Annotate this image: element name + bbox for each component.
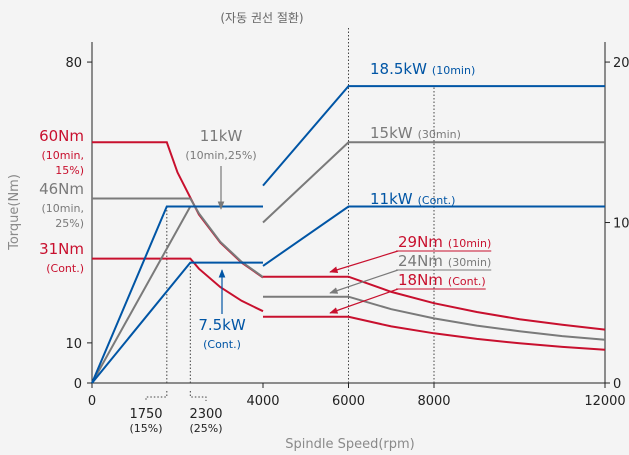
x-tick-label: 8000 (417, 394, 450, 409)
y2-tick-label: 20 (613, 56, 629, 71)
annotation-label: 11kW (200, 127, 243, 145)
annotation-arrow (329, 250, 399, 273)
annotation-note: (10min, (41, 149, 84, 162)
y-tick-label: 80 (65, 56, 82, 71)
annotation-label: 11kW (370, 190, 413, 208)
annotation-note: (Cont.) (46, 262, 84, 275)
curve (91, 205, 263, 384)
curve (92, 197, 264, 278)
curve (91, 205, 263, 384)
y-tick-label: 10 (65, 337, 82, 352)
annotation: 18Nm (Cont.) (398, 271, 486, 289)
annotation: 15kW (30min) (370, 124, 461, 142)
annotation-note: 25%) (55, 217, 84, 230)
speed-label: 2300 (189, 407, 222, 422)
annotation-note: (30min) (448, 256, 491, 269)
annotation-label: 46Nm (39, 180, 84, 198)
annotation-note: (30min) (418, 128, 461, 141)
speed-note: (25%) (189, 422, 222, 435)
annotation-label: 31Nm (39, 240, 84, 258)
speed-note: (15%) (129, 422, 162, 435)
annotation-arrow (329, 269, 399, 294)
annotation-note: 15%) (55, 164, 84, 177)
annotation-label: 7.5kW (198, 316, 246, 334)
annotation-arrow (329, 288, 399, 314)
annotation: 29Nm (10min) (398, 233, 491, 251)
curve (263, 275, 606, 331)
curve (263, 315, 606, 351)
y-axis-label: Torque(Nm) (7, 174, 22, 251)
annotation-note: (10min) (448, 237, 491, 250)
speed-bracket (189, 391, 207, 401)
y2-tick-label: 10 (613, 217, 629, 232)
annotation-note: (Cont.) (448, 275, 486, 288)
curve (263, 295, 606, 341)
x-tick-label: 12000 (584, 394, 625, 409)
x-tick-label: 6000 (332, 394, 365, 409)
annotation-label: 15kW (370, 124, 413, 142)
y2-tick-label: 0 (613, 377, 621, 392)
annotation-label: 60Nm (39, 127, 84, 145)
annotation: 18.5kW (10min) (370, 60, 475, 78)
annotation-label: 18.5kW (370, 60, 427, 78)
speed-label: 1750 (129, 407, 162, 422)
annotation-label: (자동 권선 절환) (220, 11, 303, 25)
speed-bracket (145, 391, 168, 401)
annotation-label: 18Nm (398, 271, 443, 289)
curve (262, 85, 605, 187)
annotation-note: (10min, (41, 202, 84, 215)
annotation: 24Nm (30min) (398, 252, 491, 270)
annotation: 11kW (Cont.) (370, 190, 455, 208)
curve (262, 141, 605, 224)
x-axis-label: Spindle Speed(rpm) (285, 437, 415, 452)
annotation-note: (10min,25%) (185, 149, 256, 162)
annotation-note: (10min) (432, 64, 475, 77)
curve (262, 205, 605, 267)
x-tick-label: 0 (88, 394, 96, 409)
y-tick-label: 0 (74, 377, 82, 392)
annotation-note: (Cont.) (203, 338, 241, 351)
x-tick-label: 4000 (246, 394, 279, 409)
curve (92, 257, 264, 313)
annotation-note: (Cont.) (418, 194, 456, 207)
curve (91, 261, 263, 384)
annotation-label: 24Nm (398, 252, 443, 270)
annotation-label: 29Nm (398, 233, 443, 251)
